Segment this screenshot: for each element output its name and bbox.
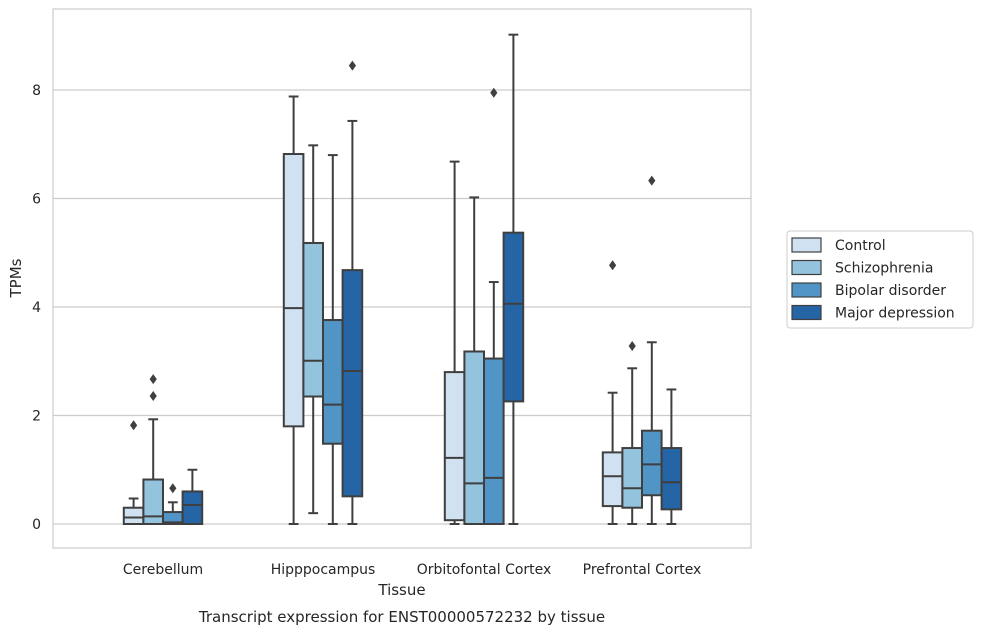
boxes-layer [122, 33, 683, 526]
legend-label: Schizophrenia [835, 261, 933, 277]
legend: Control Schizophrenia Bipolar disorder Majo… [786, 230, 974, 329]
box-major-depression [341, 60, 364, 525]
box-body [302, 241, 324, 398]
box-body [641, 429, 663, 497]
y-tick-label: 4 [32, 300, 41, 316]
outlier-point [628, 341, 636, 352]
outlier-point [609, 260, 617, 271]
y-tick-label: 6 [32, 192, 41, 208]
box-body [322, 319, 344, 445]
legend-swatch [791, 259, 822, 276]
outlier-point [130, 420, 138, 431]
x-axis-label: Tissue [377, 581, 425, 599]
box-schizophrenia [463, 196, 485, 525]
box-body [601, 451, 624, 508]
y-tick-labels: 0 2 4 6 8 [32, 83, 41, 533]
outlier-point [149, 374, 157, 385]
box-body [142, 478, 164, 526]
legend-swatch [791, 282, 822, 298]
legend-label: Major depression [835, 306, 955, 322]
outlier-point [648, 175, 656, 186]
outlier-point [348, 60, 356, 71]
legend-swatch [791, 237, 822, 253]
box-body [483, 357, 505, 525]
box-bipolar-disorder [162, 483, 184, 526]
x-tick-labels: Cerebellum Hipppocampus Orbitofontal Corte… [123, 562, 701, 578]
box-major-depression [660, 388, 683, 525]
plot-frame [52, 8, 752, 549]
box-body [282, 153, 305, 428]
y-tick-label: 2 [32, 409, 41, 425]
box-body [502, 231, 525, 403]
y-tick-label: 0 [32, 517, 41, 533]
x-tick-label: Prefrontal Cortex [583, 562, 702, 578]
box-body [463, 350, 485, 525]
box-control [443, 160, 466, 525]
outlier-point [169, 483, 177, 494]
chart-caption: Transcript expression for ENST0000057223… [198, 608, 605, 626]
box-body [181, 490, 204, 526]
box-body [660, 447, 683, 511]
box-major-depression [181, 468, 204, 526]
box-bipolar-disorder [641, 175, 663, 525]
box-bipolar-disorder [322, 154, 344, 525]
box-body [122, 506, 145, 526]
box-major-depression [502, 33, 525, 525]
x-tick-label: Orbitofontal Cortex [417, 562, 552, 578]
legend-frame [786, 230, 974, 329]
outlier-point [149, 390, 157, 401]
y-axis-label: TPMs [7, 258, 25, 298]
box-bipolar-disorder [483, 87, 505, 525]
outlier-point [490, 87, 498, 98]
box-body [443, 371, 466, 522]
legend-swatch [791, 304, 822, 321]
box-body [341, 269, 364, 498]
legend-label: Bipolar disorder [835, 283, 946, 299]
box-control [122, 420, 145, 526]
x-tick-label: Hipppocampus [271, 562, 376, 578]
box-body [621, 447, 644, 509]
box-schizophrenia [142, 374, 164, 526]
y-tick-label: 8 [32, 83, 41, 99]
x-tick-label: Cerebellum [123, 562, 203, 578]
legend-label: Control [835, 238, 886, 254]
